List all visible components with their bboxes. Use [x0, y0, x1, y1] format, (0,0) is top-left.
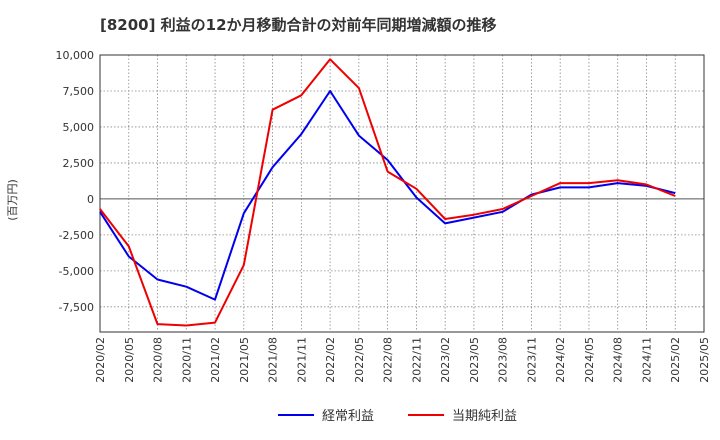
y-tick-label: 0 [87, 193, 94, 206]
plot-frame [99, 54, 705, 333]
legend: 経常利益 当期純利益 [278, 409, 517, 424]
x-tick-label: 2021/02 [209, 337, 222, 383]
series-lines [99, 58, 676, 327]
y-tick-label: 7,500 [63, 85, 95, 98]
x-tick-label: 2025/05 [698, 337, 711, 383]
x-tick-label: 2022/08 [382, 337, 395, 383]
y-tick-labels: 10,000 7,500 5,000 2,500 0 -2,500 -5,000 -7,500 [56, 49, 95, 314]
x-tick-label: 2022/11 [410, 337, 423, 383]
y-tick-label: -2,500 [59, 229, 94, 242]
x-tick-label: 2020/05 [123, 337, 136, 383]
x-tick-label: 2021/11 [295, 337, 308, 383]
x-tick-label: 2022/02 [324, 337, 337, 383]
x-tick-labels: 2020/02 2020/05 2020/08 2020/11 2021/02 2021/… [94, 337, 711, 383]
x-tick-label: 2023/05 [468, 337, 481, 383]
x-tick-label: 2020/08 [152, 337, 165, 383]
x-tick-label: 2024/05 [583, 337, 596, 383]
y-tick-label: 2,500 [63, 157, 95, 170]
grid-lines [100, 55, 704, 332]
x-tick-label: 2023/11 [525, 337, 538, 383]
legend-label: 経常利益 [322, 409, 374, 424]
y-tick-label: -7,500 [59, 301, 94, 314]
chart-title: [8200] 利益の12か月移動合計の対前年同期増減額の推移 [100, 16, 497, 34]
x-tick-label: 2023/08 [497, 337, 510, 383]
x-tick-label: 2022/05 [353, 337, 366, 383]
legend-label: 当期純利益 [452, 409, 517, 424]
x-tick-label: 2021/05 [238, 337, 251, 383]
x-tick-label: 2024/02 [554, 337, 567, 383]
y-tick-label: 5,000 [63, 121, 95, 134]
x-tick-label: 2023/02 [439, 337, 452, 383]
x-tick-label: 2020/11 [180, 337, 193, 383]
y-tick-label: 10,000 [56, 49, 95, 62]
x-tick-label: 2021/08 [267, 337, 280, 383]
series-line-2 [99, 58, 676, 327]
x-tick-label: 2020/02 [94, 337, 107, 383]
x-tick-label: 2024/08 [612, 337, 625, 383]
y-axis-label: (百万円) [6, 179, 19, 221]
series-line-1 [99, 90, 676, 301]
x-tick-label: 2025/02 [669, 337, 682, 383]
x-tick-label: 2024/11 [640, 337, 653, 383]
y-tick-label: -5,000 [59, 265, 94, 278]
